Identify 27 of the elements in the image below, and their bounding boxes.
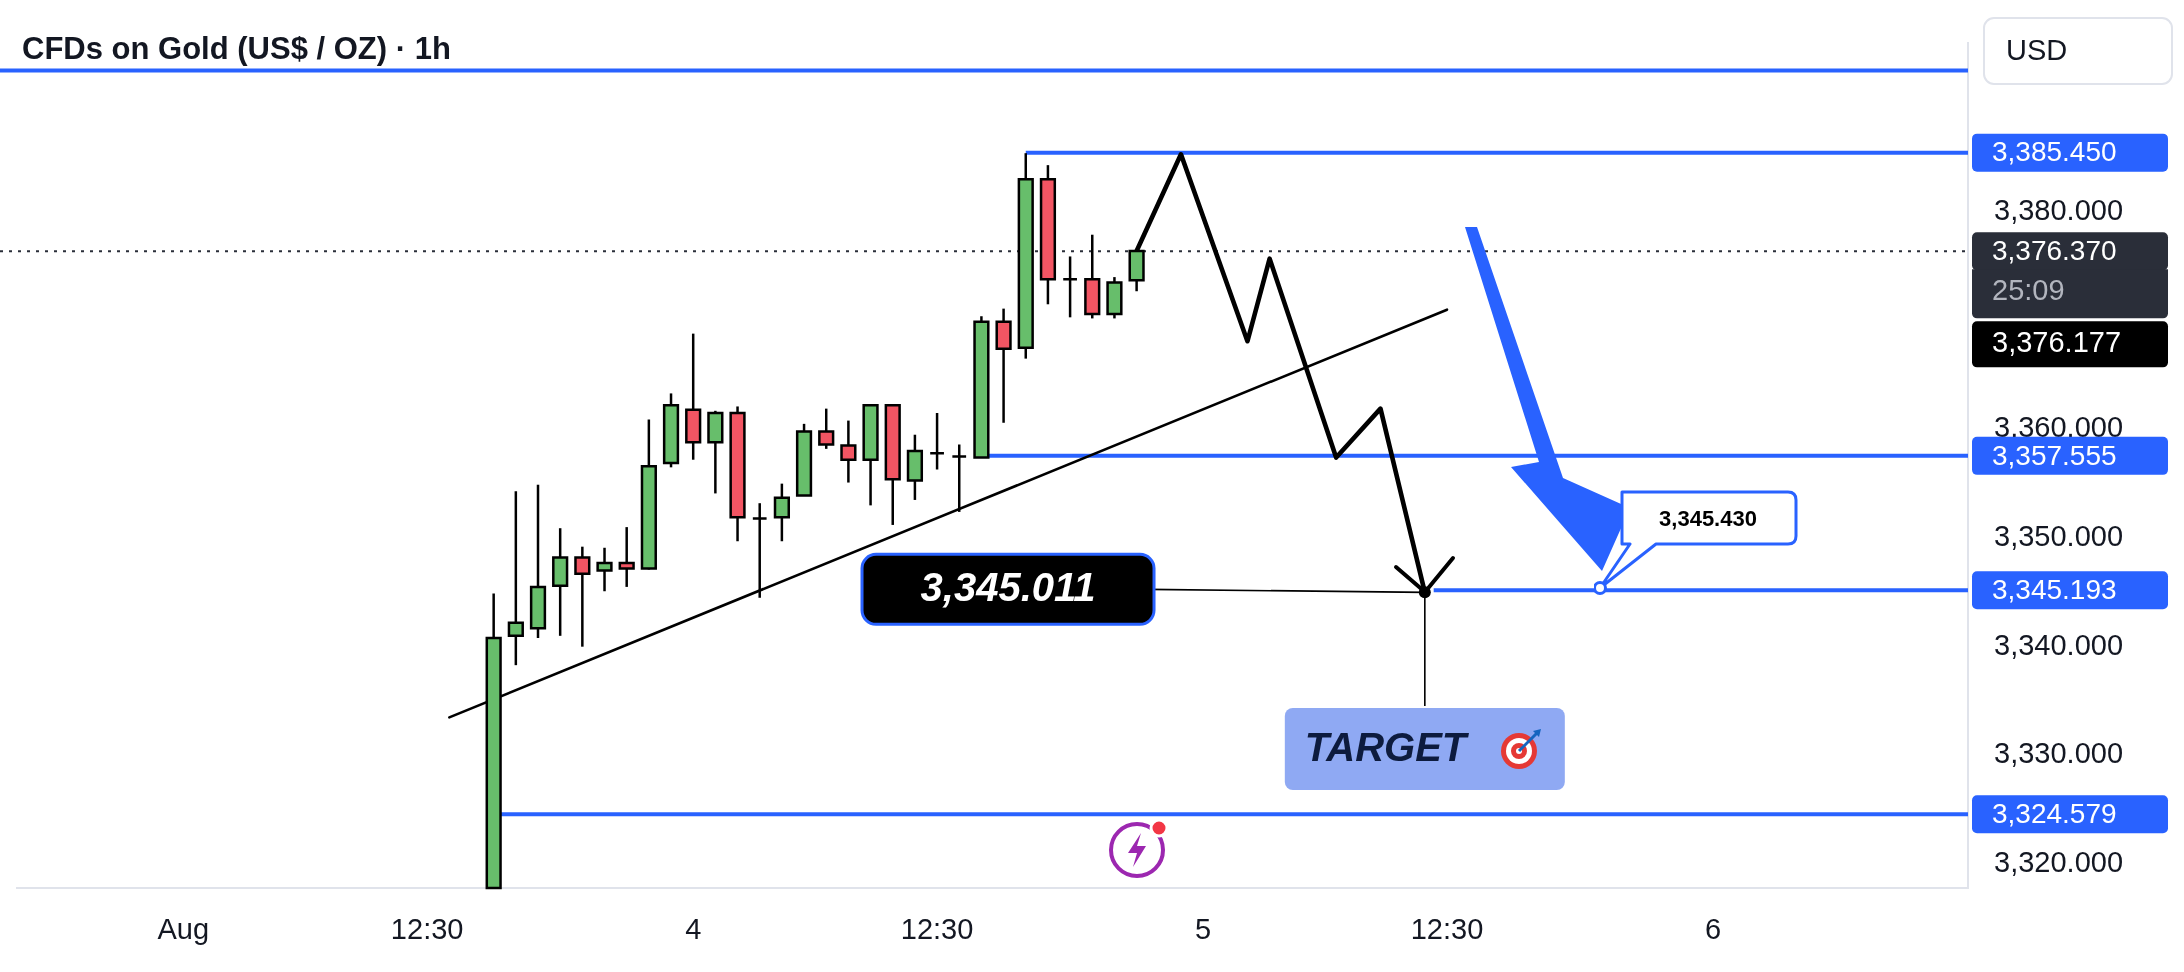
candlestick — [1061, 255, 1079, 319]
text: 25:09 — [1992, 274, 2065, 307]
annotation: 3,345.011 — [920, 565, 1096, 610]
x-tick-label: 6 — [1704, 913, 1722, 946]
y-tick-label: 3,320.000 — [1994, 846, 2124, 879]
x-tick-label: 5 — [1195, 913, 1212, 946]
chart-title: CFDs on Gold (US$ / OZ) · 1h — [22, 30, 451, 66]
y-tick-label: 3,380.000 — [1994, 193, 2124, 226]
y-tick-label: 3,350.000 — [1994, 519, 2124, 552]
y-tick-label: 3,340.000 — [1994, 628, 2124, 661]
text: 3,376.177 — [1992, 326, 2122, 359]
ref-line-label: 3,385.450 — [1992, 136, 2117, 168]
x-tick-label: 12:30 — [390, 913, 464, 946]
candlestick — [751, 501, 768, 600]
x-tick-label: 12:30 — [900, 913, 974, 946]
x-tick-label: 4 — [685, 913, 702, 946]
x-tick-label: Aug — [157, 913, 210, 946]
candlestick — [928, 411, 946, 471]
x-tick-label: 12:30 — [1410, 913, 1484, 946]
text: USD — [2006, 34, 2068, 66]
candlestick — [951, 443, 968, 514]
ref-line-label: 3,345.193 — [1992, 573, 2117, 605]
y-tick-label: 3,330.000 — [1994, 737, 2124, 770]
annotation: TARGET — [1304, 725, 1470, 770]
ref-line-label: 3,324.579 — [1992, 798, 2117, 830]
annotation: 3,345.430 — [1659, 505, 1757, 531]
ref-line-label: 3,376.370 — [1992, 235, 2117, 267]
